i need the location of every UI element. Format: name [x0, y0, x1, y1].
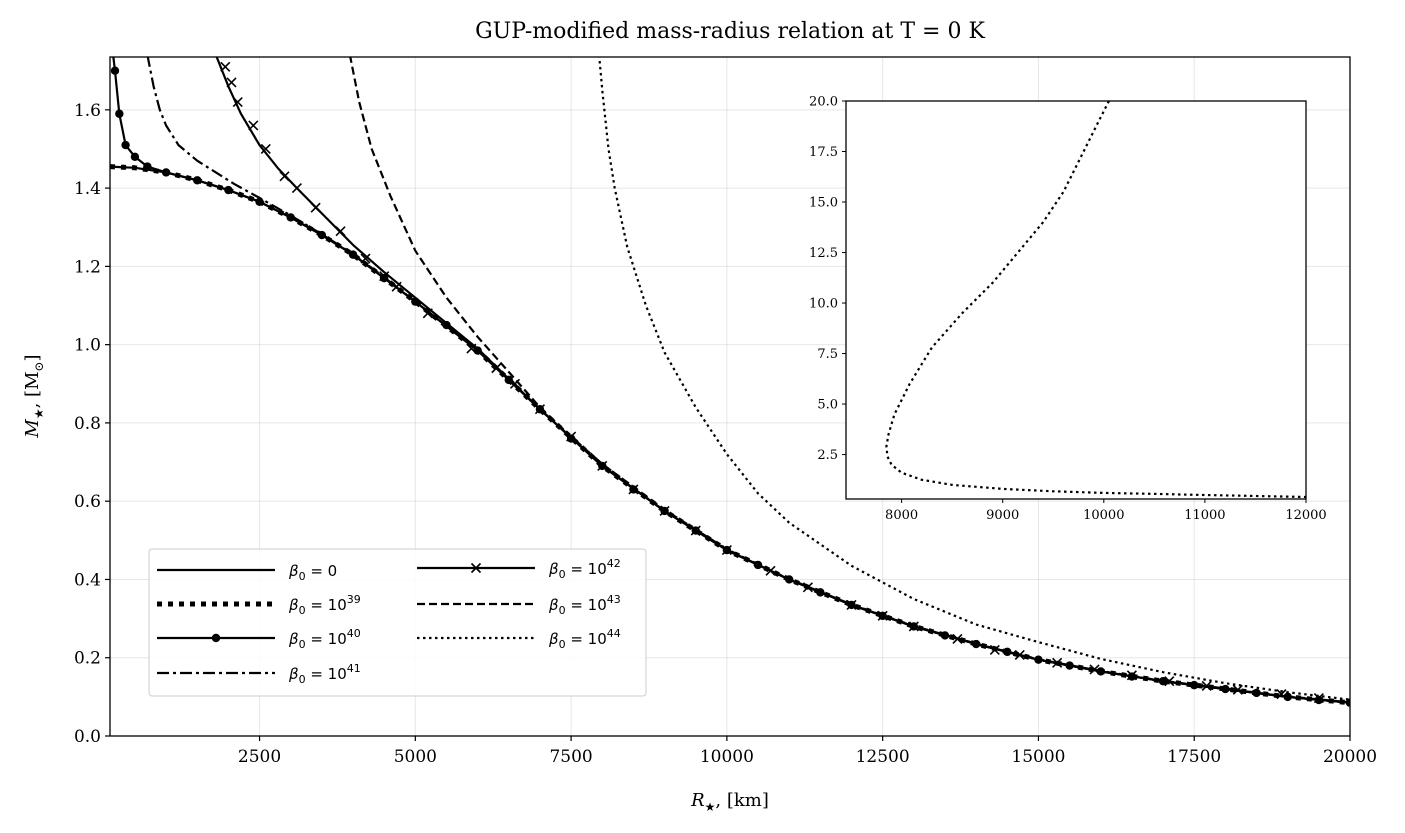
series-line-beta0-1e44 — [598, 57, 1350, 701]
marker-beta0-1e42 — [291, 183, 303, 194]
marker-beta0-1e42 — [279, 171, 290, 182]
y-tick-label: 0.0 — [74, 727, 101, 747]
marker-beta0-1e42 — [877, 610, 888, 621]
inset-y-tick-label: 10.0 — [809, 297, 838, 312]
marker-beta0-1e42 — [422, 308, 433, 319]
y-tick-label: 1.0 — [74, 336, 101, 356]
y-tick-label: 0.6 — [74, 492, 101, 512]
marker-beta0-1e42 — [260, 143, 271, 155]
inset-x-tick-label: 8000 — [885, 508, 918, 523]
legend-label-beta0-1e42: β0 = 1042 — [548, 557, 621, 581]
main-ticks: 2500 5000 7500 10000 12500 15000 17500 20000 0.0… — [74, 101, 1377, 767]
x-tick-label: 15000 — [1011, 747, 1065, 767]
inset-y-tick-label: 12.5 — [809, 246, 838, 261]
legend: β0 = 0 β0 = 1039 β0 = 1040 β0 = 1041 β0 = 10… — [148, 548, 647, 697]
legend-label-beta0-1e40: β0 = 1040 — [288, 627, 361, 651]
marker-beta0-1e40 — [224, 185, 233, 195]
marker-beta0-1e42 — [226, 77, 237, 88]
marker-beta0-1e42 — [248, 120, 259, 131]
marker-beta0-1e40 — [286, 213, 295, 222]
marker-beta0-1e42 — [391, 281, 402, 292]
marker-beta0-1e42 — [1276, 689, 1287, 700]
inset-y-tick-label: 15.0 — [809, 196, 838, 211]
legend-label-beta0-1e39: β0 = 1039 — [288, 593, 361, 617]
marker-beta0-1e40 — [110, 66, 120, 75]
y-tick-label: 0.2 — [74, 649, 101, 669]
marker-beta0-1e40 — [161, 168, 171, 177]
marker-beta0-1e40 — [121, 140, 130, 150]
marker-beta0-1e42 — [509, 378, 521, 389]
series-line-beta0-1e43 — [349, 57, 1350, 704]
x-axis-label: R★, [km] — [690, 790, 769, 814]
marker-beta0-1e40 — [255, 197, 264, 207]
marker-beta0-1e42 — [220, 61, 231, 72]
inset-y-tick-label: 5.0 — [817, 398, 838, 413]
inset-series — [885, 101, 1306, 499]
marker-beta0-1e40 — [130, 152, 140, 161]
marker-beta0-1e42 — [846, 599, 857, 610]
inset-y-tick-label: 20.0 — [809, 95, 838, 110]
marker-beta0-1e42 — [379, 271, 390, 282]
inset-y-tick-label: 17.5 — [809, 145, 838, 160]
legend-marker-beta0-1e40 — [211, 633, 221, 643]
y-tick-label: 0.8 — [74, 414, 101, 434]
inset-y-tick-label: 7.5 — [817, 347, 838, 362]
x-tick-label: 5000 — [394, 747, 437, 767]
legend-box — [148, 548, 647, 697]
marker-beta0-1e40 — [115, 109, 124, 118]
main-series — [110, 57, 1350, 707]
marker-beta0-1e40 — [143, 162, 152, 171]
inset-x-tick-label: 10000 — [1083, 508, 1124, 523]
y-axis-label: M★, [M⊙] — [22, 354, 46, 438]
marker-beta0-1e40 — [193, 176, 202, 185]
inset-y-tick-label: 2.5 — [817, 448, 838, 463]
inset-x-tick-label: 11000 — [1184, 508, 1225, 523]
x-tick-label: 7500 — [549, 747, 592, 767]
marker-beta0-1e42 — [628, 484, 639, 495]
x-tick-label: 17500 — [1167, 747, 1221, 767]
y-tick-label: 1.2 — [74, 257, 101, 277]
legend-items: β0 = 0 β0 = 1039 β0 = 1040 β0 = 1041 β0 = 10… — [157, 557, 621, 686]
main-axes-frame — [109, 56, 1351, 737]
inset-background — [846, 101, 1306, 499]
legend-label-beta0-1e41: β0 = 1041 — [288, 662, 361, 686]
legend-label-beta0-1e43: β0 = 1043 — [548, 593, 621, 617]
y-tick-label: 1.4 — [74, 179, 101, 199]
marker-beta0-1e42 — [491, 363, 502, 374]
chart-title: GUP-modified mass-radius relation at T =… — [475, 19, 985, 44]
inset-ticks: 8000 9000 10000 11000 12000 2.5 5.0 7.5 10.0 12.5… — [809, 95, 1327, 524]
x-tick-label: 20000 — [1323, 747, 1377, 767]
marker-beta0-1e42 — [360, 253, 371, 264]
marker-beta0-1e42 — [1089, 664, 1100, 675]
legend-label-beta0-0: β0 = 0 — [288, 562, 337, 583]
marker-beta0-1e42 — [310, 202, 321, 213]
y-tick-label: 1.6 — [74, 101, 101, 121]
inset-axes-frame — [845, 100, 1307, 500]
x-tick-label: 10000 — [700, 747, 754, 767]
series-line-inset-beta0-1e44 — [885, 101, 1306, 499]
x-tick-label: 12500 — [856, 747, 910, 767]
marker-beta0-1e42 — [335, 226, 346, 237]
legend-label-beta0-1e44: β0 = 1044 — [548, 627, 621, 651]
legend-marker-beta0-1e42 — [470, 562, 482, 574]
marker-beta0-1e42 — [232, 96, 243, 108]
marker-beta0-1e42 — [534, 404, 546, 415]
marker-beta0-1e42 — [1313, 692, 1324, 704]
marker-beta0-1e42 — [1052, 657, 1063, 668]
y-tick-label: 0.4 — [74, 570, 101, 590]
inset-x-tick-label: 9000 — [986, 508, 1019, 523]
x-tick-label: 2500 — [238, 747, 281, 767]
marker-beta0-1e42 — [466, 343, 477, 354]
inset-x-tick-label: 12000 — [1285, 508, 1326, 523]
marker-beta0-1e42 — [597, 460, 608, 472]
